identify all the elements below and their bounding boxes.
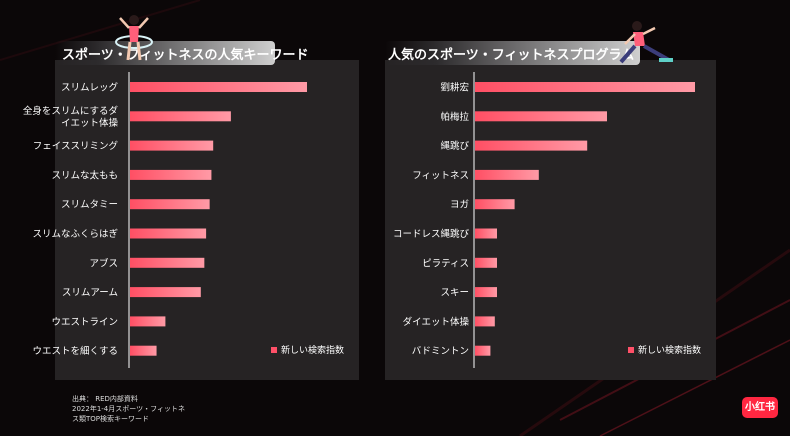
right-legend-swatch [628, 347, 634, 353]
left-bar [130, 287, 201, 298]
left-bar [130, 169, 212, 180]
right-chart-title: 人気のスポーツ・フィットネスプログラム [388, 48, 635, 63]
xiaohongshu-logo: 小红书 [742, 397, 778, 418]
left-bar [130, 199, 210, 210]
left-title-tab [55, 41, 275, 65]
right-category-label: コードレス縄跳び [393, 228, 470, 240]
left-category-label: スリムタミー [61, 200, 118, 211]
stretching-figure-icon [619, 21, 673, 64]
left-category-label: スリムな太もも [51, 169, 118, 181]
right-bar [475, 169, 539, 180]
left-category-label: スリムアーム [62, 288, 118, 299]
right-bar [475, 140, 588, 151]
left-bar [130, 82, 307, 92]
left-category-label: スリムなふくらはぎ [32, 228, 118, 240]
right-bar [475, 345, 491, 356]
left-category-label: スリムレッグ [61, 82, 119, 94]
right-category-label: フィットネス [412, 170, 469, 181]
right-bar [475, 199, 515, 210]
left-category-label: ウエストライン [51, 317, 118, 328]
source-note: 出典： RED内部資料 2022年1-4月スポーツ・フィットネ ス類TOP検索キ… [72, 394, 185, 424]
left-bar [130, 140, 214, 151]
left-category-label: 全身をスリムにするダ [23, 105, 119, 117]
right-category-label: バドミントン [412, 346, 469, 357]
left-category-label: アブス [89, 257, 118, 269]
left-legend-label: 新しい検索指数 [281, 344, 344, 356]
source-line: 2022年1-4月スポーツ・フィットネ [72, 405, 185, 413]
hula-hoop-figure-icon [115, 15, 153, 61]
source-line: ス類TOP検索キーワード [72, 415, 150, 423]
left-bar [130, 228, 207, 239]
right-bar [475, 228, 497, 239]
right-bar [475, 257, 497, 268]
left-category-label: フェイススリミング [33, 140, 119, 152]
left-bar [130, 316, 166, 327]
source-line: 出典： RED内部資料 [72, 395, 138, 403]
right-category-label: 帕梅拉 [440, 111, 469, 123]
right-bar [475, 316, 495, 327]
right-bar [475, 82, 695, 92]
right-category-label: ダイエット体操 [403, 316, 470, 328]
right-legend-label: 新しい検索指数 [638, 344, 701, 356]
left-category-label: ウエストを細くする [32, 345, 118, 357]
right-bar [475, 287, 497, 298]
left-category-label: イエット体操 [61, 117, 118, 129]
left-bar [130, 345, 157, 356]
left-chart-title: スポーツ・フィットネスの人気キーワード [62, 48, 309, 63]
right-category-label: スキー [440, 288, 469, 299]
right-category-label: 縄跳び [440, 140, 469, 152]
right-category-label: 劉耕宏 [440, 82, 469, 94]
left-bar [130, 257, 205, 268]
right-bar [475, 111, 607, 122]
left-legend-swatch [271, 347, 277, 353]
right-title-tab [385, 41, 640, 65]
right-category-label: ヨガ [450, 200, 469, 211]
right-category-label: ピラティス [422, 258, 469, 269]
left-bar [130, 111, 231, 122]
